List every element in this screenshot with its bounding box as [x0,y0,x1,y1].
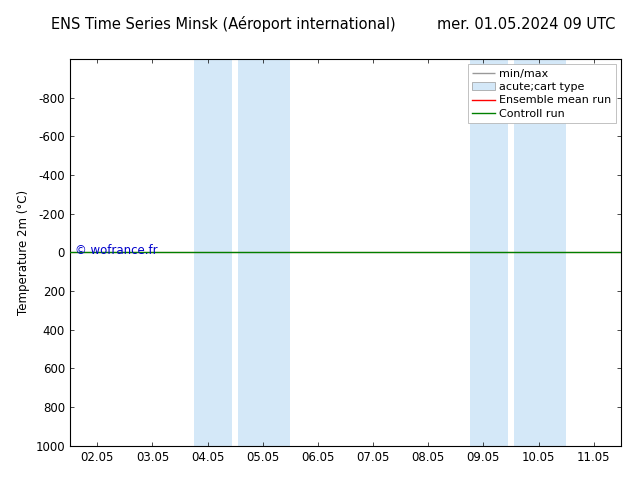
Text: © wofrance.fr: © wofrance.fr [75,244,158,257]
Bar [470,59,508,446]
Bar [194,59,233,446]
Bar [238,59,290,446]
Text: ENS Time Series Minsk (Aéroport international): ENS Time Series Minsk (Aéroport internat… [51,17,396,32]
Legend: min/max, acute;cart type, Ensemble mean run, Controll run: min/max, acute;cart type, Ensemble mean … [468,64,616,123]
Text: mer. 01.05.2024 09 UTC: mer. 01.05.2024 09 UTC [437,17,615,32]
Bar [514,59,566,446]
Y-axis label: Temperature 2m (°C): Temperature 2m (°C) [16,190,30,315]
